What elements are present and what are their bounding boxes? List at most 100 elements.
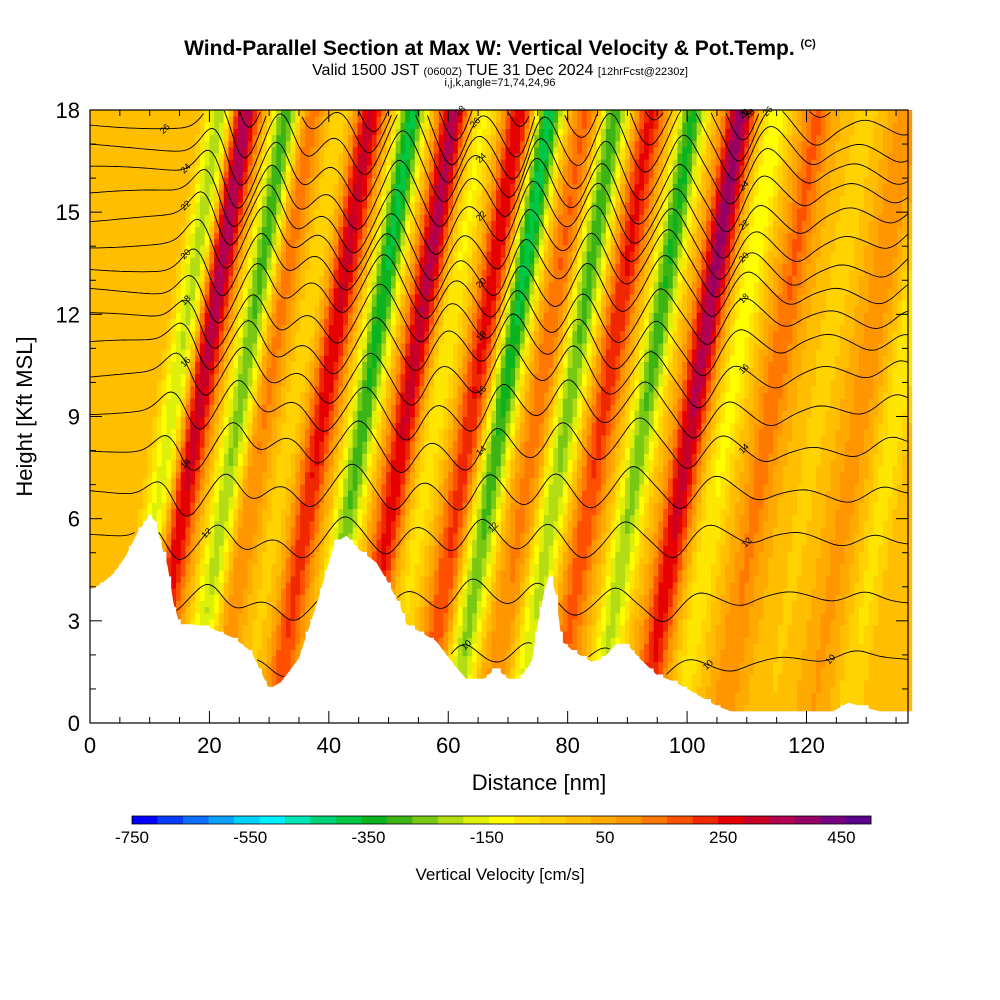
w-cell <box>295 600 301 608</box>
w-cell <box>304 551 311 559</box>
w-cell <box>271 226 277 234</box>
w-cell <box>171 183 177 191</box>
w-cell <box>376 520 382 528</box>
w-cell <box>156 404 163 411</box>
w-cell <box>371 545 378 552</box>
w-cell <box>300 349 306 356</box>
w-cell <box>386 575 392 583</box>
w-cell <box>223 618 230 626</box>
w-cell <box>252 502 258 510</box>
w-cell <box>371 477 378 485</box>
w-cell <box>281 110 287 117</box>
w-cell <box>261 214 268 221</box>
w-cell <box>209 244 215 252</box>
w-cell <box>209 152 215 160</box>
w-cell <box>204 410 211 418</box>
w-cell <box>304 532 311 540</box>
w-cell <box>195 349 201 356</box>
w-cell <box>94 465 101 473</box>
w-cell <box>304 404 311 411</box>
w-cell <box>166 410 172 418</box>
w-cell <box>314 526 320 534</box>
w-cell <box>333 244 339 252</box>
w-cell <box>171 318 177 326</box>
w-cell <box>209 459 215 467</box>
w-cell <box>175 398 182 405</box>
w-cell <box>343 263 349 270</box>
w-cell <box>242 447 249 454</box>
w-cell <box>381 342 387 350</box>
w-cell <box>137 324 144 332</box>
w-cell <box>290 312 296 320</box>
w-cell <box>300 520 306 528</box>
w-cell <box>261 606 268 614</box>
w-cell <box>242 373 249 381</box>
w-cell <box>238 459 244 467</box>
w-cell <box>180 391 187 399</box>
w-cell <box>109 177 115 185</box>
w-cell <box>376 195 382 203</box>
w-cell <box>295 189 301 197</box>
w-cell <box>195 336 201 344</box>
w-cell <box>214 490 220 497</box>
w-cell <box>175 183 182 191</box>
w-cell <box>266 594 273 601</box>
w-cell <box>123 171 129 179</box>
w-cell <box>113 318 120 326</box>
w-cell <box>285 171 292 179</box>
w-cell <box>266 116 273 123</box>
w-cell <box>285 214 292 221</box>
w-cell <box>247 379 254 387</box>
w-cell <box>132 263 139 270</box>
w-cell <box>223 391 230 399</box>
w-cell <box>185 208 191 215</box>
w-cell <box>218 398 225 405</box>
w-cell <box>175 159 182 166</box>
w-cell <box>137 349 144 356</box>
w-cell <box>381 306 387 313</box>
w-cell <box>252 116 258 123</box>
w-cell <box>161 361 168 369</box>
w-cell <box>247 557 254 565</box>
w-cell <box>376 434 382 442</box>
w-cell <box>118 324 125 332</box>
w-cell <box>362 373 368 381</box>
w-cell <box>161 244 168 252</box>
w-cell <box>252 563 258 571</box>
w-cell <box>281 195 287 203</box>
w-cell <box>328 116 335 123</box>
w-cell <box>333 152 339 160</box>
w-cell <box>223 201 230 209</box>
w-cell <box>175 612 182 620</box>
w-cell <box>333 159 339 166</box>
w-cell <box>190 177 196 185</box>
w-cell <box>128 520 134 528</box>
w-cell <box>319 128 325 136</box>
w-cell <box>309 238 316 246</box>
w-cell <box>247 238 254 246</box>
w-cell <box>371 496 378 503</box>
w-cell <box>314 250 320 258</box>
w-cell <box>314 165 320 172</box>
w-cell <box>109 312 115 320</box>
w-cell <box>180 208 187 215</box>
w-cell <box>352 416 359 424</box>
w-cell <box>166 134 172 142</box>
w-cell <box>214 477 220 485</box>
w-cell <box>281 557 287 565</box>
w-cell <box>304 189 311 197</box>
w-cell <box>147 300 153 307</box>
w-cell <box>347 520 354 528</box>
w-cell <box>90 526 96 534</box>
w-cell <box>118 355 125 362</box>
w-cell <box>118 214 125 221</box>
w-cell <box>261 575 268 583</box>
w-cell <box>300 410 306 418</box>
w-cell <box>343 379 349 387</box>
w-cell <box>190 588 196 595</box>
w-cell <box>261 508 268 516</box>
w-cell <box>252 465 258 473</box>
w-cell <box>362 385 368 393</box>
w-cell <box>223 226 230 234</box>
w-cell <box>152 214 158 221</box>
